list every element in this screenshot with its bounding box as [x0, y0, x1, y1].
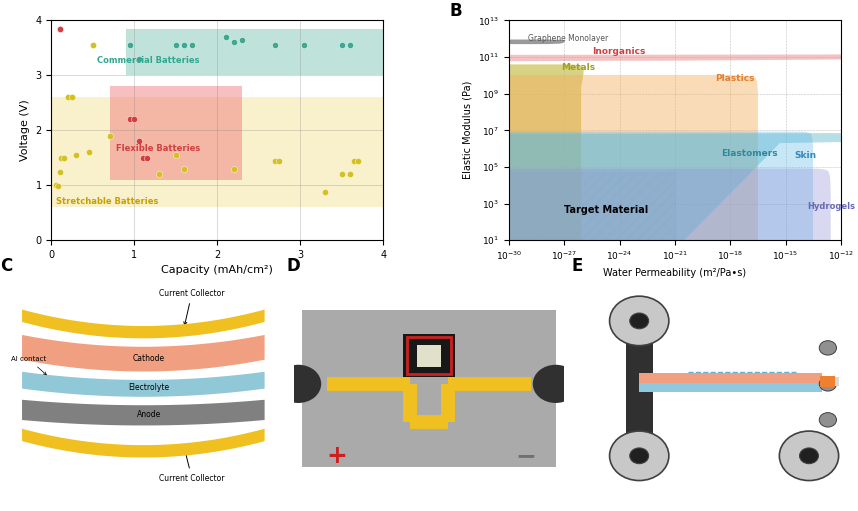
Circle shape	[819, 413, 837, 427]
Bar	[509, 172, 675, 240]
X-axis label: Water Permeability (m²/Pa•s): Water Permeability (m²/Pa•s)	[603, 268, 746, 278]
Bar	[403, 334, 455, 377]
Bar	[819, 377, 835, 386]
Circle shape	[609, 296, 669, 345]
Circle shape	[275, 365, 321, 403]
Text: Skin: Skin	[795, 151, 817, 160]
Circle shape	[609, 431, 669, 480]
Circle shape	[779, 431, 838, 480]
Text: D: D	[287, 258, 300, 275]
Text: Anode: Anode	[136, 410, 160, 419]
Text: Graphene Monolayer: Graphene Monolayer	[528, 34, 607, 42]
Polygon shape	[22, 429, 264, 457]
Bar	[110, 86, 242, 180]
Text: B: B	[450, 2, 462, 20]
Bar	[126, 29, 384, 75]
Text: Al contact: Al contact	[11, 356, 46, 375]
Y-axis label: Voltage (V): Voltage (V)	[20, 100, 30, 161]
Text: +: +	[327, 444, 347, 468]
Circle shape	[819, 377, 837, 391]
Bar	[417, 344, 441, 367]
Circle shape	[800, 448, 819, 463]
Bar	[407, 337, 451, 375]
Text: Cathode: Cathode	[133, 354, 165, 362]
Circle shape	[819, 341, 837, 355]
Polygon shape	[22, 400, 264, 426]
Circle shape	[533, 365, 578, 403]
Bar	[639, 383, 823, 392]
Ellipse shape	[0, 75, 758, 511]
Text: Target Material: Target Material	[565, 205, 649, 215]
Circle shape	[630, 313, 649, 329]
Bar	[302, 310, 556, 467]
Text: Flexible Batteries: Flexible Batteries	[116, 144, 201, 153]
Ellipse shape	[0, 39, 565, 44]
Ellipse shape	[0, 64, 583, 511]
Ellipse shape	[0, 169, 831, 511]
Text: Current Collector: Current Collector	[159, 289, 225, 325]
Bar	[639, 373, 823, 383]
Ellipse shape	[0, 131, 813, 511]
Polygon shape	[22, 310, 264, 338]
Text: Current Collector: Current Collector	[159, 450, 225, 482]
Text: C: C	[1, 258, 13, 275]
Polygon shape	[22, 371, 264, 397]
Text: Elastomers: Elastomers	[721, 149, 777, 158]
Text: Commercial Batteries: Commercial Batteries	[97, 56, 200, 65]
Text: Metals: Metals	[561, 63, 595, 72]
Y-axis label: Elastic Modulus (Pa): Elastic Modulus (Pa)	[462, 81, 473, 179]
Text: −: −	[516, 444, 536, 468]
Ellipse shape	[0, 51, 858, 511]
Bar	[625, 321, 653, 456]
Text: Electrolyte: Electrolyte	[128, 383, 169, 392]
Text: Hydrogels: Hydrogels	[807, 202, 855, 211]
Circle shape	[630, 448, 649, 463]
Text: Stretchable Batteries: Stretchable Batteries	[56, 197, 158, 206]
Bar	[51, 97, 384, 207]
Ellipse shape	[0, 129, 858, 511]
X-axis label: Capacity (mAh/cm²): Capacity (mAh/cm²)	[161, 265, 273, 275]
Text: Plastics: Plastics	[716, 74, 755, 83]
Text: E: E	[571, 258, 583, 275]
Text: Inorganics: Inorganics	[592, 47, 645, 56]
Polygon shape	[22, 335, 264, 371]
Bar	[835, 377, 839, 386]
